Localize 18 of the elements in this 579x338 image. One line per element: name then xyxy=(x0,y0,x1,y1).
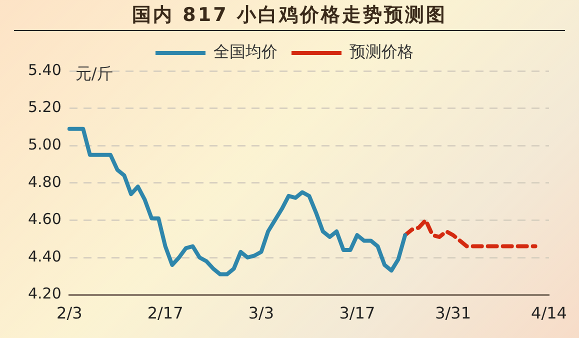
y-tick-label: 4.40 xyxy=(28,247,62,266)
x-tick-label: 3/17 xyxy=(339,304,376,323)
y-tick-label: 5.20 xyxy=(28,98,62,116)
y-axis-title: 元/斤 xyxy=(75,64,113,84)
x-tick-label: 3/31 xyxy=(435,304,472,323)
x-tick-label: 2/17 xyxy=(147,304,184,323)
x-tick-label: 3/3 xyxy=(248,304,274,323)
x-tick-label: 4/14 xyxy=(531,304,567,323)
chart-title: 国内 817 小白鸡价格走势预测图 xyxy=(14,0,565,31)
y-tick-label: 4.80 xyxy=(28,172,62,191)
x-tick-label: 2/3 xyxy=(56,304,82,323)
y-tick-label: 4.60 xyxy=(28,210,62,228)
line-series xyxy=(403,218,538,248)
y-tick-label: 4.20 xyxy=(28,284,62,303)
legend-label: 全国均价 xyxy=(214,42,278,62)
y-tick-label: 5.40 xyxy=(28,60,62,79)
legend-label: 预测价格 xyxy=(350,42,414,62)
y-tick-label: 5.00 xyxy=(28,135,62,154)
